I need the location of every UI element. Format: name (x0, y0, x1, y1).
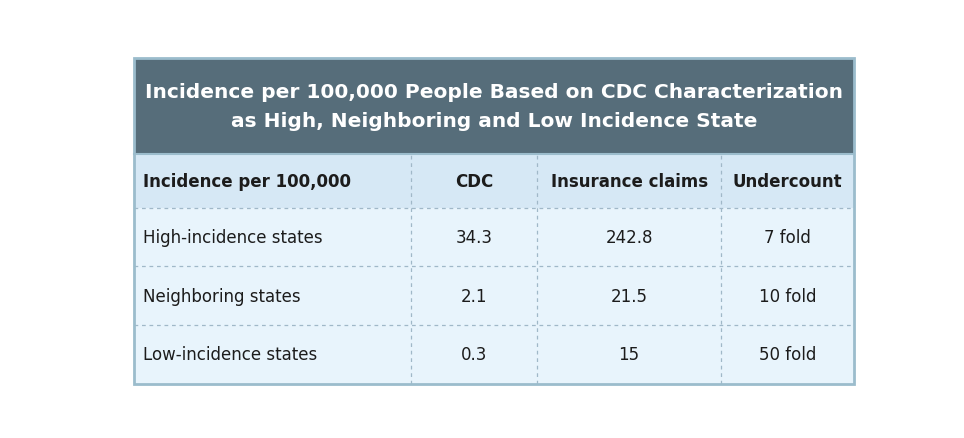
Text: CDC: CDC (455, 173, 494, 191)
Text: Undercount: Undercount (733, 173, 843, 191)
Text: 242.8: 242.8 (605, 229, 653, 247)
Text: 2.1: 2.1 (461, 287, 488, 305)
Text: 10 fold: 10 fold (759, 287, 817, 305)
Text: Incidence per 100,000: Incidence per 100,000 (143, 173, 351, 191)
Bar (134, 208, 854, 267)
Text: Neighboring states: Neighboring states (143, 287, 301, 305)
Text: 15: 15 (619, 346, 640, 364)
Text: Low-incidence states: Low-incidence states (143, 346, 317, 364)
Text: High-incidence states: High-incidence states (143, 229, 323, 247)
Text: 50 fold: 50 fold (759, 346, 817, 364)
Text: 0.3: 0.3 (461, 346, 488, 364)
Bar (134, 155, 854, 208)
Bar (134, 325, 854, 384)
Text: 21.5: 21.5 (610, 287, 648, 305)
Bar (134, 59, 854, 155)
Text: Insurance claims: Insurance claims (550, 173, 708, 191)
Text: Incidence per 100,000 People Based on CDC Characterization: Incidence per 100,000 People Based on CD… (145, 83, 844, 102)
Text: 34.3: 34.3 (456, 229, 493, 247)
Bar (134, 267, 854, 325)
Text: as High, Neighboring and Low Incidence State: as High, Neighboring and Low Incidence S… (230, 111, 758, 130)
Text: 7 fold: 7 fold (764, 229, 811, 247)
